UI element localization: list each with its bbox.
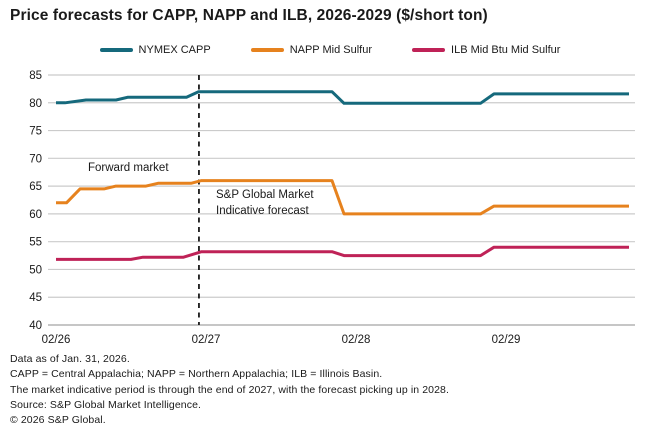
legend-label: NAPP Mid Sulfur — [289, 44, 373, 56]
y-tick-label-75: 75 — [29, 126, 42, 138]
series-line-ilb-mid-btu-mid-sulfur — [56, 245, 629, 261]
chart-legend: NYMEX CAPP NAPP Mid Sulfur ILB Mid Btu M… — [0, 44, 660, 56]
legend-line-swatch — [412, 48, 446, 52]
legend-line-swatch — [250, 48, 284, 52]
legend-line-swatch — [99, 48, 133, 52]
chart-title: Price forecasts for CAPP, NAPP and ILB, … — [10, 7, 488, 24]
legend-label: NYMEX CAPP — [138, 44, 211, 56]
x-tick-label-02-26: 02/26 — [42, 334, 71, 346]
footnote-copyright: © 2026 S&P Global. — [10, 414, 106, 427]
annotation-1: S&P Global Market — [216, 189, 314, 201]
footnote-abbreviations: CAPP = Central Appalachia; NAPP = Northe… — [10, 368, 383, 381]
x-tick-label-02-28: 02/28 — [342, 334, 371, 346]
y-tick-label-65: 65 — [29, 181, 42, 193]
annotation-2: Indicative forecast — [216, 205, 309, 217]
footnote-data-as-of: Data as of Jan. 31, 2026. — [10, 353, 130, 365]
y-tick-label-80: 80 — [29, 98, 42, 110]
y-tick-label-55: 55 — [29, 237, 42, 249]
annotation-0: Forward market — [88, 162, 169, 174]
series-line-nymex-capp — [56, 90, 629, 105]
footnote-source: Source: S&P Global Market Intelligence. — [10, 398, 202, 411]
y-tick-label-40: 40 — [29, 320, 42, 332]
legend-label: ILB Mid Btu Mid Sulfur — [451, 44, 561, 56]
legend-item-napp-mid-sulfur: NAPP Mid Sulfur — [250, 44, 373, 56]
legend-item-nymex-capp: NYMEX CAPP — [99, 44, 211, 56]
x-tick-label-02-27: 02/27 — [192, 334, 221, 346]
y-tick-label-50: 50 — [29, 264, 42, 276]
footnotes: Data as of Jan. 31, 2026. CAPP = Central… — [10, 352, 449, 428]
x-tick-label-02-29: 02/29 — [492, 334, 521, 346]
y-tick-label-70: 70 — [29, 153, 42, 165]
y-tick-label-45: 45 — [29, 292, 42, 304]
y-tick-label-60: 60 — [29, 209, 42, 221]
series-line-napp-mid-sulfur — [56, 179, 629, 216]
legend-item-ilb-mid-btu-mid-sulfur: ILB Mid Btu Mid Sulfur — [412, 44, 560, 56]
footnote-indicative-period: The market indicative period is through … — [10, 383, 449, 396]
y-tick-label-85: 85 — [29, 70, 42, 82]
